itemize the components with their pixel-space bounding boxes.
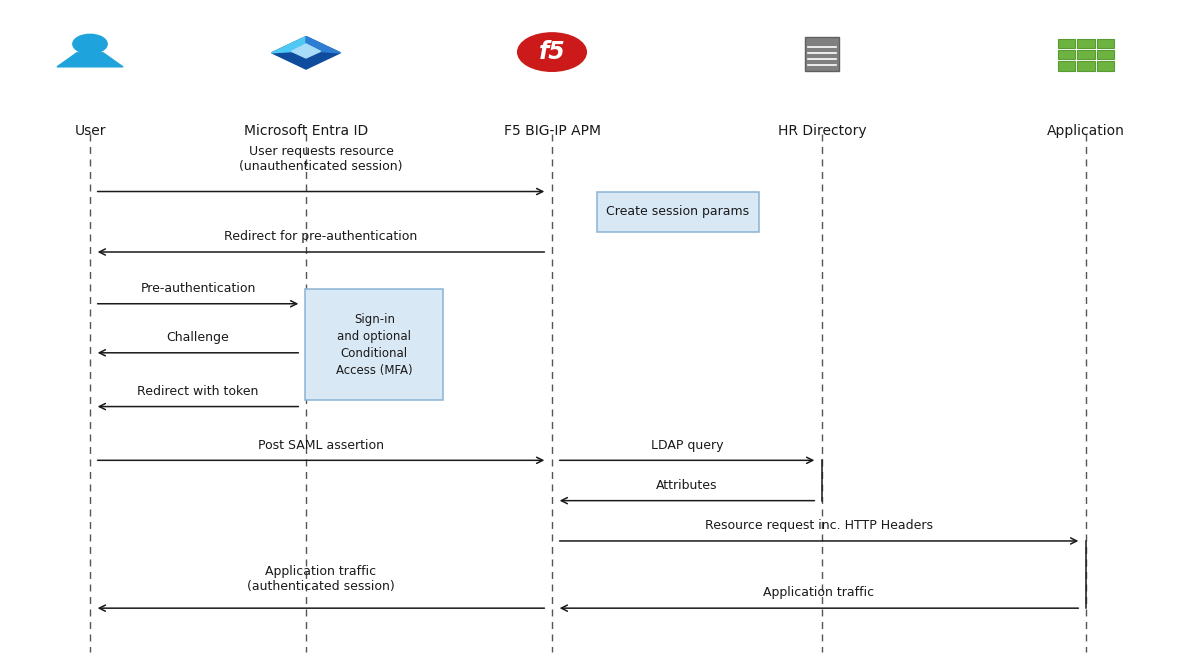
FancyBboxPatch shape — [1078, 61, 1094, 71]
Polygon shape — [58, 53, 122, 67]
Circle shape — [73, 34, 107, 54]
FancyBboxPatch shape — [1097, 39, 1115, 48]
Text: Application traffic
(authenticated session): Application traffic (authenticated sessi… — [247, 565, 395, 593]
Text: Application: Application — [1048, 124, 1124, 138]
Text: Redirect with token: Redirect with token — [137, 385, 259, 398]
Polygon shape — [306, 36, 341, 53]
Text: Redirect for pre-authentication: Redirect for pre-authentication — [224, 230, 418, 243]
Polygon shape — [271, 36, 341, 69]
Text: Microsoft Entra ID: Microsoft Entra ID — [244, 124, 368, 138]
Circle shape — [517, 33, 587, 71]
Text: Pre-authentication: Pre-authentication — [140, 282, 256, 295]
Text: Sign-in
and optional
Conditional
Access (MFA): Sign-in and optional Conditional Access … — [336, 312, 413, 377]
FancyBboxPatch shape — [1078, 50, 1094, 60]
Text: Resource request inc. HTTP Headers: Resource request inc. HTTP Headers — [706, 519, 934, 532]
Text: F5 BIG-IP APM: F5 BIG-IP APM — [504, 124, 600, 138]
FancyBboxPatch shape — [596, 192, 758, 232]
FancyBboxPatch shape — [1097, 50, 1115, 60]
FancyBboxPatch shape — [305, 289, 444, 401]
Text: User requests resource
(unauthenticated session): User requests resource (unauthenticated … — [239, 144, 403, 173]
FancyBboxPatch shape — [1097, 61, 1115, 71]
Text: Post SAML assertion: Post SAML assertion — [258, 439, 384, 452]
Text: Application traffic: Application traffic — [763, 587, 875, 599]
Text: User: User — [74, 124, 106, 138]
FancyBboxPatch shape — [1057, 39, 1075, 48]
Text: Challenge: Challenge — [167, 331, 229, 344]
Text: LDAP query: LDAP query — [650, 439, 724, 452]
Polygon shape — [271, 36, 306, 53]
FancyBboxPatch shape — [805, 38, 839, 71]
Text: Create session params: Create session params — [606, 205, 750, 218]
Text: HR Directory: HR Directory — [778, 124, 866, 138]
FancyBboxPatch shape — [1057, 61, 1075, 71]
FancyBboxPatch shape — [1057, 50, 1075, 60]
Text: f5: f5 — [539, 40, 565, 64]
Polygon shape — [292, 44, 320, 58]
Text: Attributes: Attributes — [656, 479, 718, 492]
FancyBboxPatch shape — [1078, 39, 1094, 48]
